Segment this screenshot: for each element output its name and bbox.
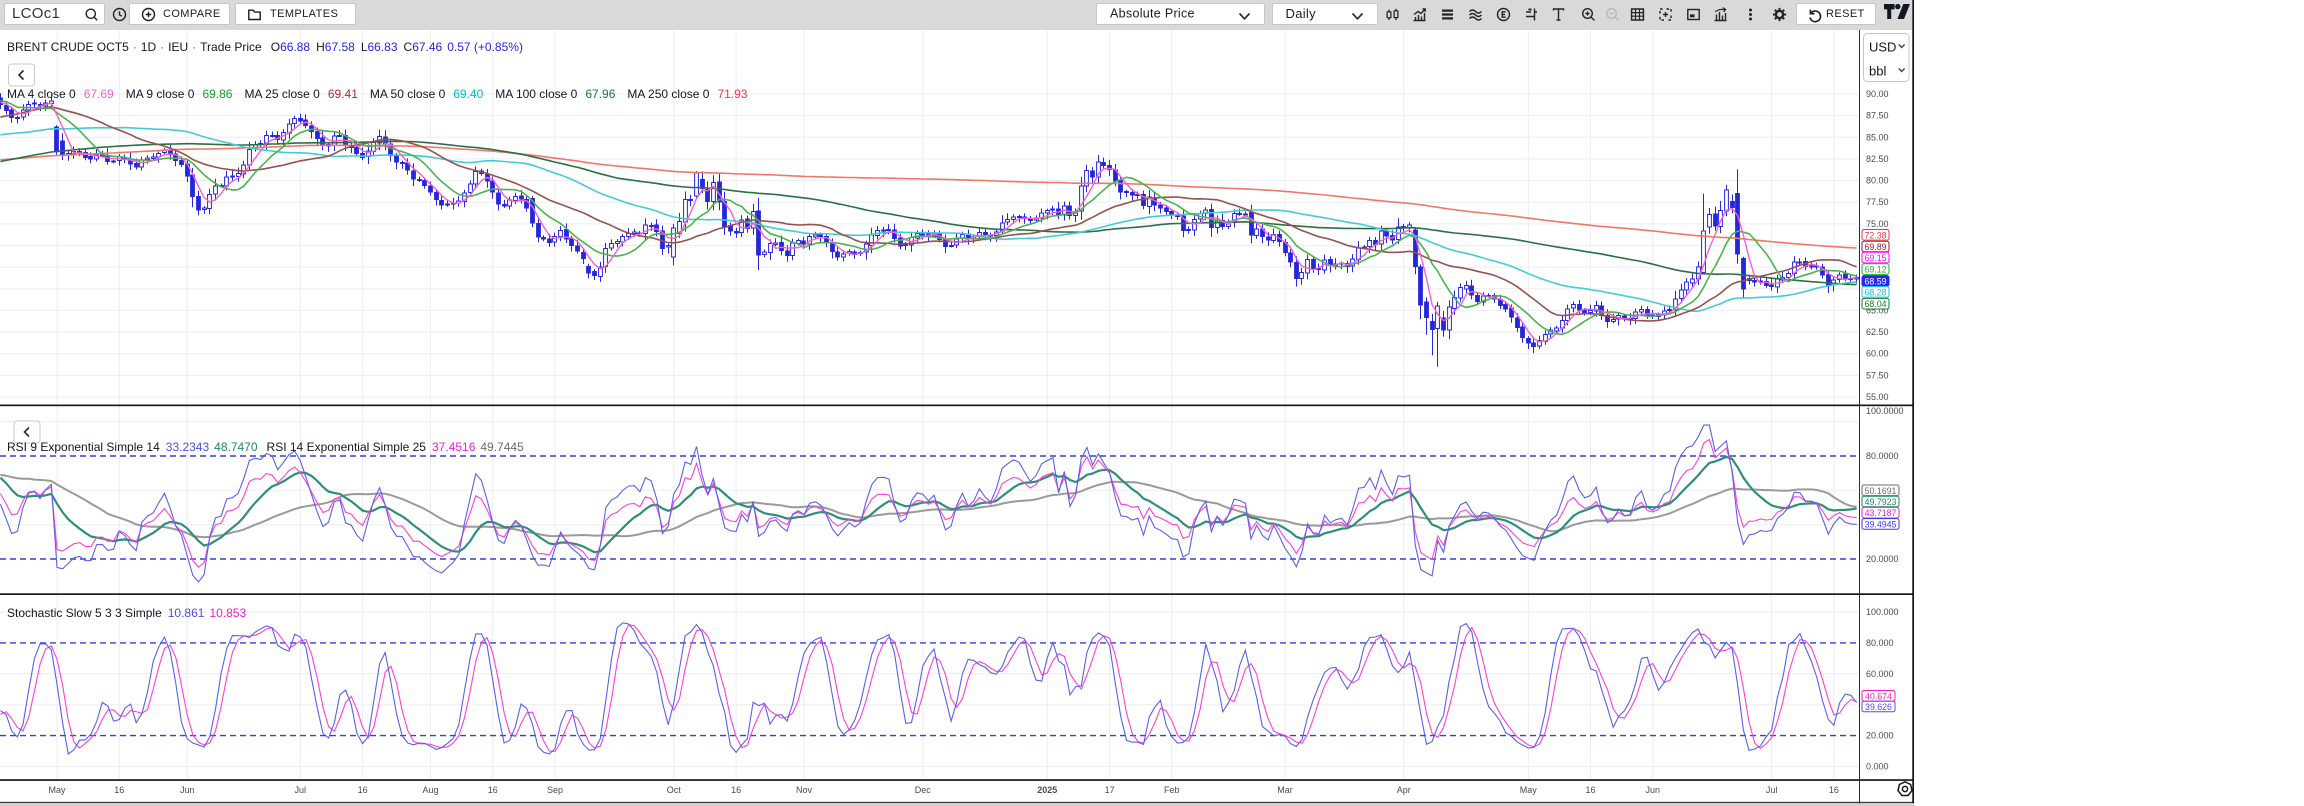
svg-text:20.0000: 20.0000 bbox=[1866, 554, 1899, 564]
svg-text:Jun: Jun bbox=[180, 785, 195, 795]
svg-text:87.50: 87.50 bbox=[1866, 111, 1889, 121]
svg-text:68.59: 68.59 bbox=[1864, 276, 1886, 286]
svg-text:85.00: 85.00 bbox=[1866, 132, 1889, 142]
svg-text:16: 16 bbox=[358, 785, 368, 795]
svg-text:43.7187: 43.7187 bbox=[1865, 508, 1897, 518]
svg-text:68.04: 68.04 bbox=[1864, 299, 1886, 309]
svg-text:100.0000: 100.0000 bbox=[1866, 406, 1904, 416]
svg-text:90.00: 90.00 bbox=[1866, 89, 1889, 99]
svg-text:75.00: 75.00 bbox=[1866, 219, 1889, 229]
svg-text:Nov: Nov bbox=[796, 785, 813, 795]
svg-text:62.50: 62.50 bbox=[1866, 327, 1889, 337]
svg-text:Oct: Oct bbox=[667, 785, 682, 795]
svg-text:Aug: Aug bbox=[422, 785, 438, 795]
svg-text:bbl: bbl bbox=[1869, 64, 1886, 79]
svg-text:USD: USD bbox=[1869, 40, 1896, 55]
svg-text:Mar: Mar bbox=[1277, 785, 1293, 795]
svg-text:100.000: 100.000 bbox=[1866, 607, 1899, 617]
svg-text:69.12: 69.12 bbox=[1864, 265, 1886, 275]
svg-text:80.00: 80.00 bbox=[1866, 176, 1889, 186]
svg-text:77.50: 77.50 bbox=[1866, 197, 1889, 207]
svg-text:May: May bbox=[1520, 785, 1538, 795]
svg-text:60.000: 60.000 bbox=[1866, 669, 1894, 679]
svg-text:49.7923: 49.7923 bbox=[1865, 497, 1897, 507]
svg-text:Apr: Apr bbox=[1397, 785, 1411, 795]
svg-text:16: 16 bbox=[1829, 785, 1839, 795]
svg-text:17: 17 bbox=[1105, 785, 1115, 795]
svg-text:16: 16 bbox=[488, 785, 498, 795]
svg-text:60.00: 60.00 bbox=[1866, 349, 1889, 359]
svg-text:68.28: 68.28 bbox=[1864, 287, 1886, 297]
svg-text:80.0000: 80.0000 bbox=[1866, 451, 1899, 461]
svg-text:69.89: 69.89 bbox=[1864, 242, 1886, 252]
svg-text:Sep: Sep bbox=[547, 785, 563, 795]
svg-text:69.15: 69.15 bbox=[1864, 253, 1886, 263]
svg-text:80.000: 80.000 bbox=[1866, 638, 1894, 648]
svg-text:May: May bbox=[48, 785, 66, 795]
svg-text:Feb: Feb bbox=[1164, 785, 1180, 795]
svg-text:82.50: 82.50 bbox=[1866, 154, 1889, 164]
svg-text:20.000: 20.000 bbox=[1866, 731, 1894, 741]
svg-text:72.38: 72.38 bbox=[1864, 230, 1886, 240]
svg-text:16: 16 bbox=[1585, 785, 1595, 795]
svg-text:16: 16 bbox=[114, 785, 124, 795]
svg-text:Jun: Jun bbox=[1646, 785, 1661, 795]
svg-text:40.674: 40.674 bbox=[1865, 691, 1892, 701]
svg-text:50.1691: 50.1691 bbox=[1865, 486, 1897, 496]
svg-text:65.00: 65.00 bbox=[1866, 305, 1889, 315]
svg-text:39.626: 39.626 bbox=[1865, 702, 1892, 712]
svg-text:57.50: 57.50 bbox=[1866, 370, 1889, 380]
svg-text:Jul: Jul bbox=[295, 785, 307, 795]
svg-text:2025: 2025 bbox=[1037, 785, 1057, 795]
svg-text:39.4945: 39.4945 bbox=[1865, 519, 1897, 529]
svg-text:Jul: Jul bbox=[1766, 785, 1778, 795]
svg-text:Dec: Dec bbox=[915, 785, 932, 795]
svg-text:0.000: 0.000 bbox=[1866, 762, 1889, 772]
svg-text:55.00: 55.00 bbox=[1866, 392, 1889, 402]
svg-text:16: 16 bbox=[731, 785, 741, 795]
